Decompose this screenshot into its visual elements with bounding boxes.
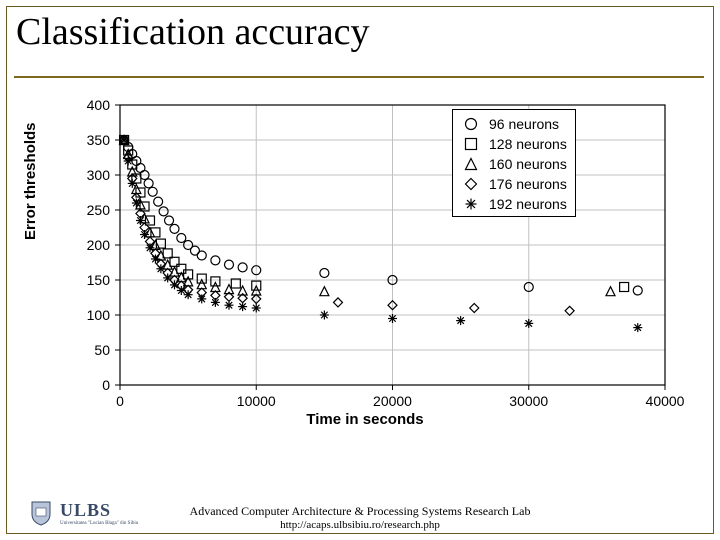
triangle-icon: [459, 154, 483, 174]
y-tick-label: 250: [87, 202, 110, 218]
page-title: Classification accuracy: [16, 10, 369, 54]
x-tick-label: 10000: [237, 393, 276, 409]
y-tick-label: 200: [87, 237, 110, 253]
legend-label: 176 neurons: [489, 176, 567, 192]
x-tick-label: 20000: [373, 393, 412, 409]
chart: Error thresholds Time in seconds 96 neur…: [60, 95, 670, 425]
legend-label: 96 neurons: [489, 116, 559, 132]
y-tick-label: 150: [87, 272, 110, 288]
legend-item: 192 neurons: [459, 194, 567, 214]
legend-item: 160 neurons: [459, 154, 567, 174]
footer: Advanced Computer Architecture & Process…: [0, 504, 720, 532]
legend-label: 160 neurons: [489, 156, 567, 172]
square-icon: [459, 134, 483, 154]
y-tick-label: 300: [87, 167, 110, 183]
x-axis-title: Time in seconds: [60, 411, 670, 428]
y-axis-title: Error thresholds: [22, 122, 39, 240]
y-tick-label: 100: [87, 307, 110, 323]
title-underline: [14, 76, 704, 78]
legend-label: 128 neurons: [489, 136, 567, 152]
x-tick-label: 30000: [509, 393, 548, 409]
footer-line2: http://acaps.ulbsibiu.ro/research.php: [0, 519, 720, 532]
asterisk-icon: [459, 194, 483, 214]
y-tick-label: 50: [94, 342, 110, 358]
legend-item: 96 neurons: [459, 114, 567, 134]
x-tick-label: 0: [116, 393, 124, 409]
y-tick-label: 350: [87, 132, 110, 148]
y-tick-label: 0: [102, 377, 110, 393]
y-tick-label: 400: [87, 97, 110, 113]
legend-item: 128 neurons: [459, 134, 567, 154]
legend-item: 176 neurons: [459, 174, 567, 194]
chart-svg: [60, 95, 670, 425]
circle-icon: [459, 114, 483, 134]
legend: 96 neurons 128 neurons 160 neurons 176 neur…: [452, 109, 576, 217]
legend-label: 192 neurons: [489, 196, 567, 212]
diamond-icon: [459, 174, 483, 194]
footer-line1: Advanced Computer Architecture & Process…: [0, 504, 720, 518]
x-tick-label: 40000: [646, 393, 685, 409]
